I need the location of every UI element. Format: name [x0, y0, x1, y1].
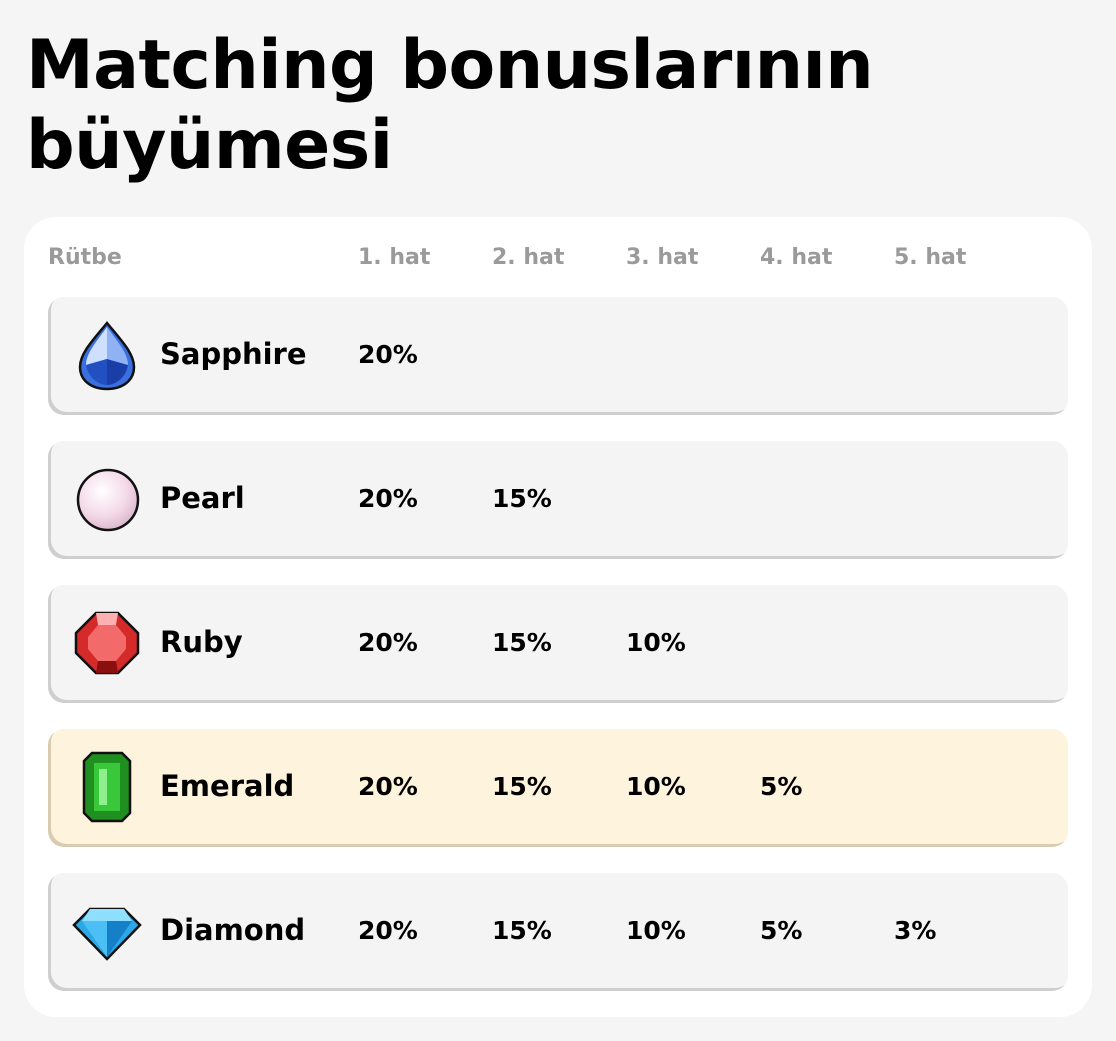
rank-name: Pearl	[160, 481, 245, 515]
line-4-value: 5%	[760, 916, 803, 945]
pearl-icon	[76, 468, 140, 532]
header-line-3: 3. hat	[626, 245, 699, 270]
table-row-diamond: Diamond 20% 15% 10% 5% 3%	[48, 873, 1068, 991]
table-row-ruby: Ruby 20% 15% 10%	[48, 585, 1068, 703]
header-rank: Rütbe	[48, 245, 122, 270]
bonus-table: Rütbe 1. hat 2. hat 3. hat 4. hat 5. hat…	[24, 217, 1092, 1017]
table-row-emerald: Emerald 20% 15% 10% 5%	[48, 729, 1068, 847]
rank-name: Sapphire	[160, 337, 307, 371]
line-1-value: 20%	[358, 484, 418, 513]
page-title: Matching bonuslarının büyümesi	[26, 26, 874, 185]
emerald-icon	[82, 751, 132, 823]
line-2-value: 15%	[492, 628, 552, 657]
rank-name: Emerald	[160, 769, 295, 803]
line-3-value: 10%	[626, 772, 686, 801]
sapphire-icon	[78, 321, 136, 391]
table-row-pearl: Pearl 20% 15%	[48, 441, 1068, 559]
header-line-5: 5. hat	[894, 245, 967, 270]
line-5-value: 3%	[894, 916, 937, 945]
line-2-value: 15%	[492, 772, 552, 801]
ruby-icon	[74, 611, 140, 675]
line-1-value: 20%	[358, 772, 418, 801]
line-2-value: 15%	[492, 484, 552, 513]
line-1-value: 20%	[358, 628, 418, 657]
rank-name: Ruby	[160, 625, 243, 659]
line-2-value: 15%	[492, 916, 552, 945]
line-1-value: 20%	[358, 916, 418, 945]
line-3-value: 10%	[626, 916, 686, 945]
header-line-2: 2. hat	[492, 245, 565, 270]
line-1-value: 20%	[358, 340, 418, 369]
diamond-icon	[72, 907, 142, 961]
line-3-value: 10%	[626, 628, 686, 657]
header-line-4: 4. hat	[760, 245, 833, 270]
table-row-sapphire: Sapphire 20%	[48, 297, 1068, 415]
line-4-value: 5%	[760, 772, 803, 801]
header-line-1: 1. hat	[358, 245, 431, 270]
rank-name: Diamond	[160, 913, 306, 947]
